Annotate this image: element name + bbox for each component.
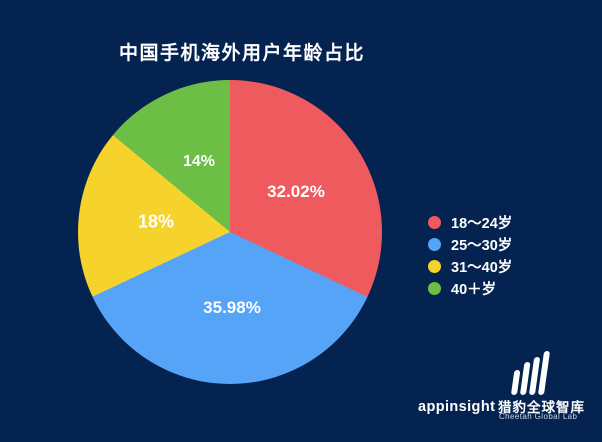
cheetah-global-lab-logo-en: Cheetah Global Lab bbox=[499, 412, 578, 421]
pie-chart bbox=[78, 80, 382, 384]
legend-swatch-green bbox=[428, 281, 441, 295]
legend-label-18-24: 18～24岁 bbox=[451, 215, 513, 232]
pie-slice-value-31-40: 18% bbox=[137, 211, 175, 232]
legend-swatch-blue bbox=[428, 237, 441, 251]
logo-bar bbox=[510, 370, 521, 395]
legend-swatch-red bbox=[428, 215, 441, 229]
chart-title: 中国手机海外用户年龄占比 bbox=[119, 43, 366, 64]
pie-slice-value-18-24: 32.02% bbox=[267, 182, 325, 201]
legend-item-40plus: 40＋岁 bbox=[428, 277, 512, 299]
pie-slice-value-25-30: 35.98% bbox=[203, 298, 261, 317]
legend: 18～24岁 25～30岁 31～40岁 40＋岁 bbox=[428, 211, 512, 299]
legend-label-31-40: 31～40岁 bbox=[451, 259, 513, 276]
legend-swatch-yellow bbox=[428, 259, 441, 273]
cheetah-global-lab-logo-cn: 猎豹全球智库 bbox=[498, 400, 585, 415]
appinsight-logo: appinsight bbox=[418, 399, 496, 415]
bar-chart-logo-icon bbox=[510, 351, 557, 395]
legend-label-40plus: 40＋岁 bbox=[451, 281, 497, 298]
legend-item-18-24: 18～24岁 bbox=[428, 211, 512, 233]
legend-item-31-40: 31～40岁 bbox=[428, 255, 512, 277]
pie-slice-value-40plus: 14% bbox=[182, 153, 216, 170]
legend-item-25-30: 25～30岁 bbox=[428, 233, 512, 255]
legend-label-25-30: 25～30岁 bbox=[451, 237, 513, 254]
